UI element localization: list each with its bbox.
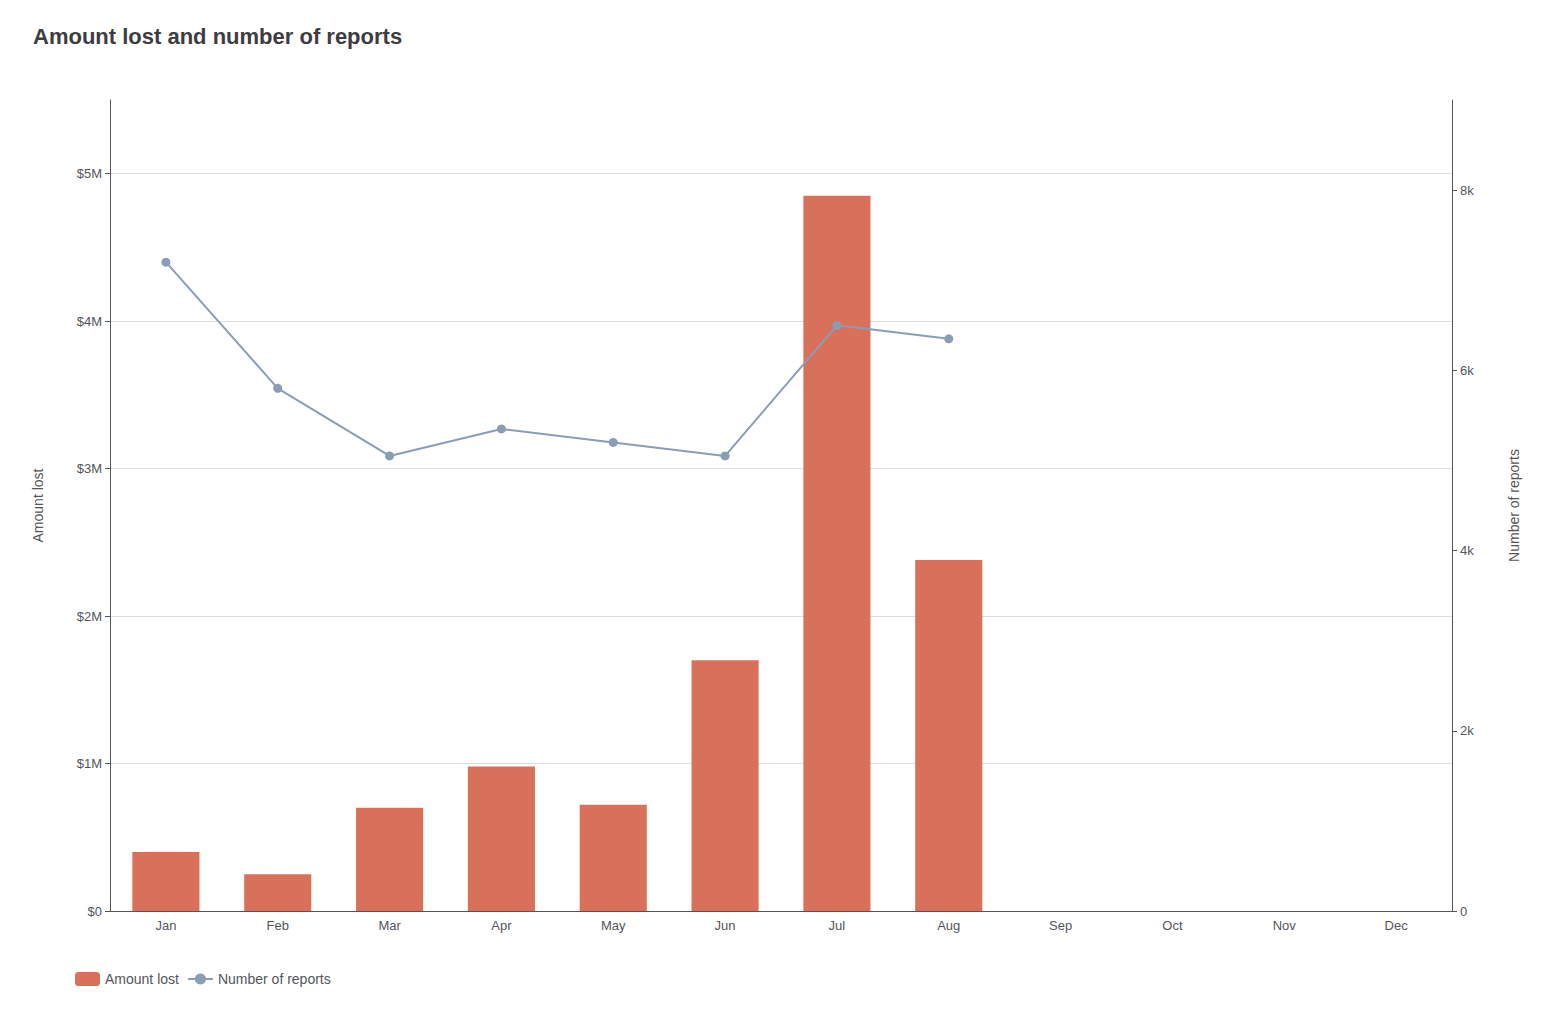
svg-text:2k: 2k xyxy=(1460,723,1474,738)
svg-text:Dec: Dec xyxy=(1385,918,1409,933)
svg-text:Amount lost and number of repo: Amount lost and number of reports xyxy=(33,24,402,49)
svg-text:Jul: Jul xyxy=(829,918,846,933)
svg-text:$1M: $1M xyxy=(77,756,102,771)
svg-text:Feb: Feb xyxy=(267,918,289,933)
svg-text:May: May xyxy=(601,918,626,933)
svg-text:$4M: $4M xyxy=(77,314,102,329)
svg-text:$0: $0 xyxy=(88,904,102,919)
svg-text:Number of reports: Number of reports xyxy=(218,971,331,987)
svg-text:Apr: Apr xyxy=(491,918,512,933)
svg-text:$5M: $5M xyxy=(77,166,102,181)
svg-text:0: 0 xyxy=(1460,904,1467,919)
svg-text:Sep: Sep xyxy=(1049,918,1072,933)
svg-text:Amount lost: Amount lost xyxy=(30,468,46,542)
svg-text:$3M: $3M xyxy=(77,461,102,476)
svg-text:6k: 6k xyxy=(1460,363,1474,378)
svg-text:Number of reports: Number of reports xyxy=(1506,449,1522,562)
svg-text:8k: 8k xyxy=(1460,183,1474,198)
svg-text:Oct: Oct xyxy=(1162,918,1183,933)
svg-text:Nov: Nov xyxy=(1273,918,1297,933)
svg-text:4k: 4k xyxy=(1460,543,1474,558)
svg-text:Mar: Mar xyxy=(378,918,401,933)
svg-text:Aug: Aug xyxy=(937,918,960,933)
svg-text:Jun: Jun xyxy=(715,918,736,933)
svg-text:$2M: $2M xyxy=(77,609,102,624)
svg-text:Jan: Jan xyxy=(155,918,176,933)
svg-text:Amount lost: Amount lost xyxy=(105,971,179,987)
